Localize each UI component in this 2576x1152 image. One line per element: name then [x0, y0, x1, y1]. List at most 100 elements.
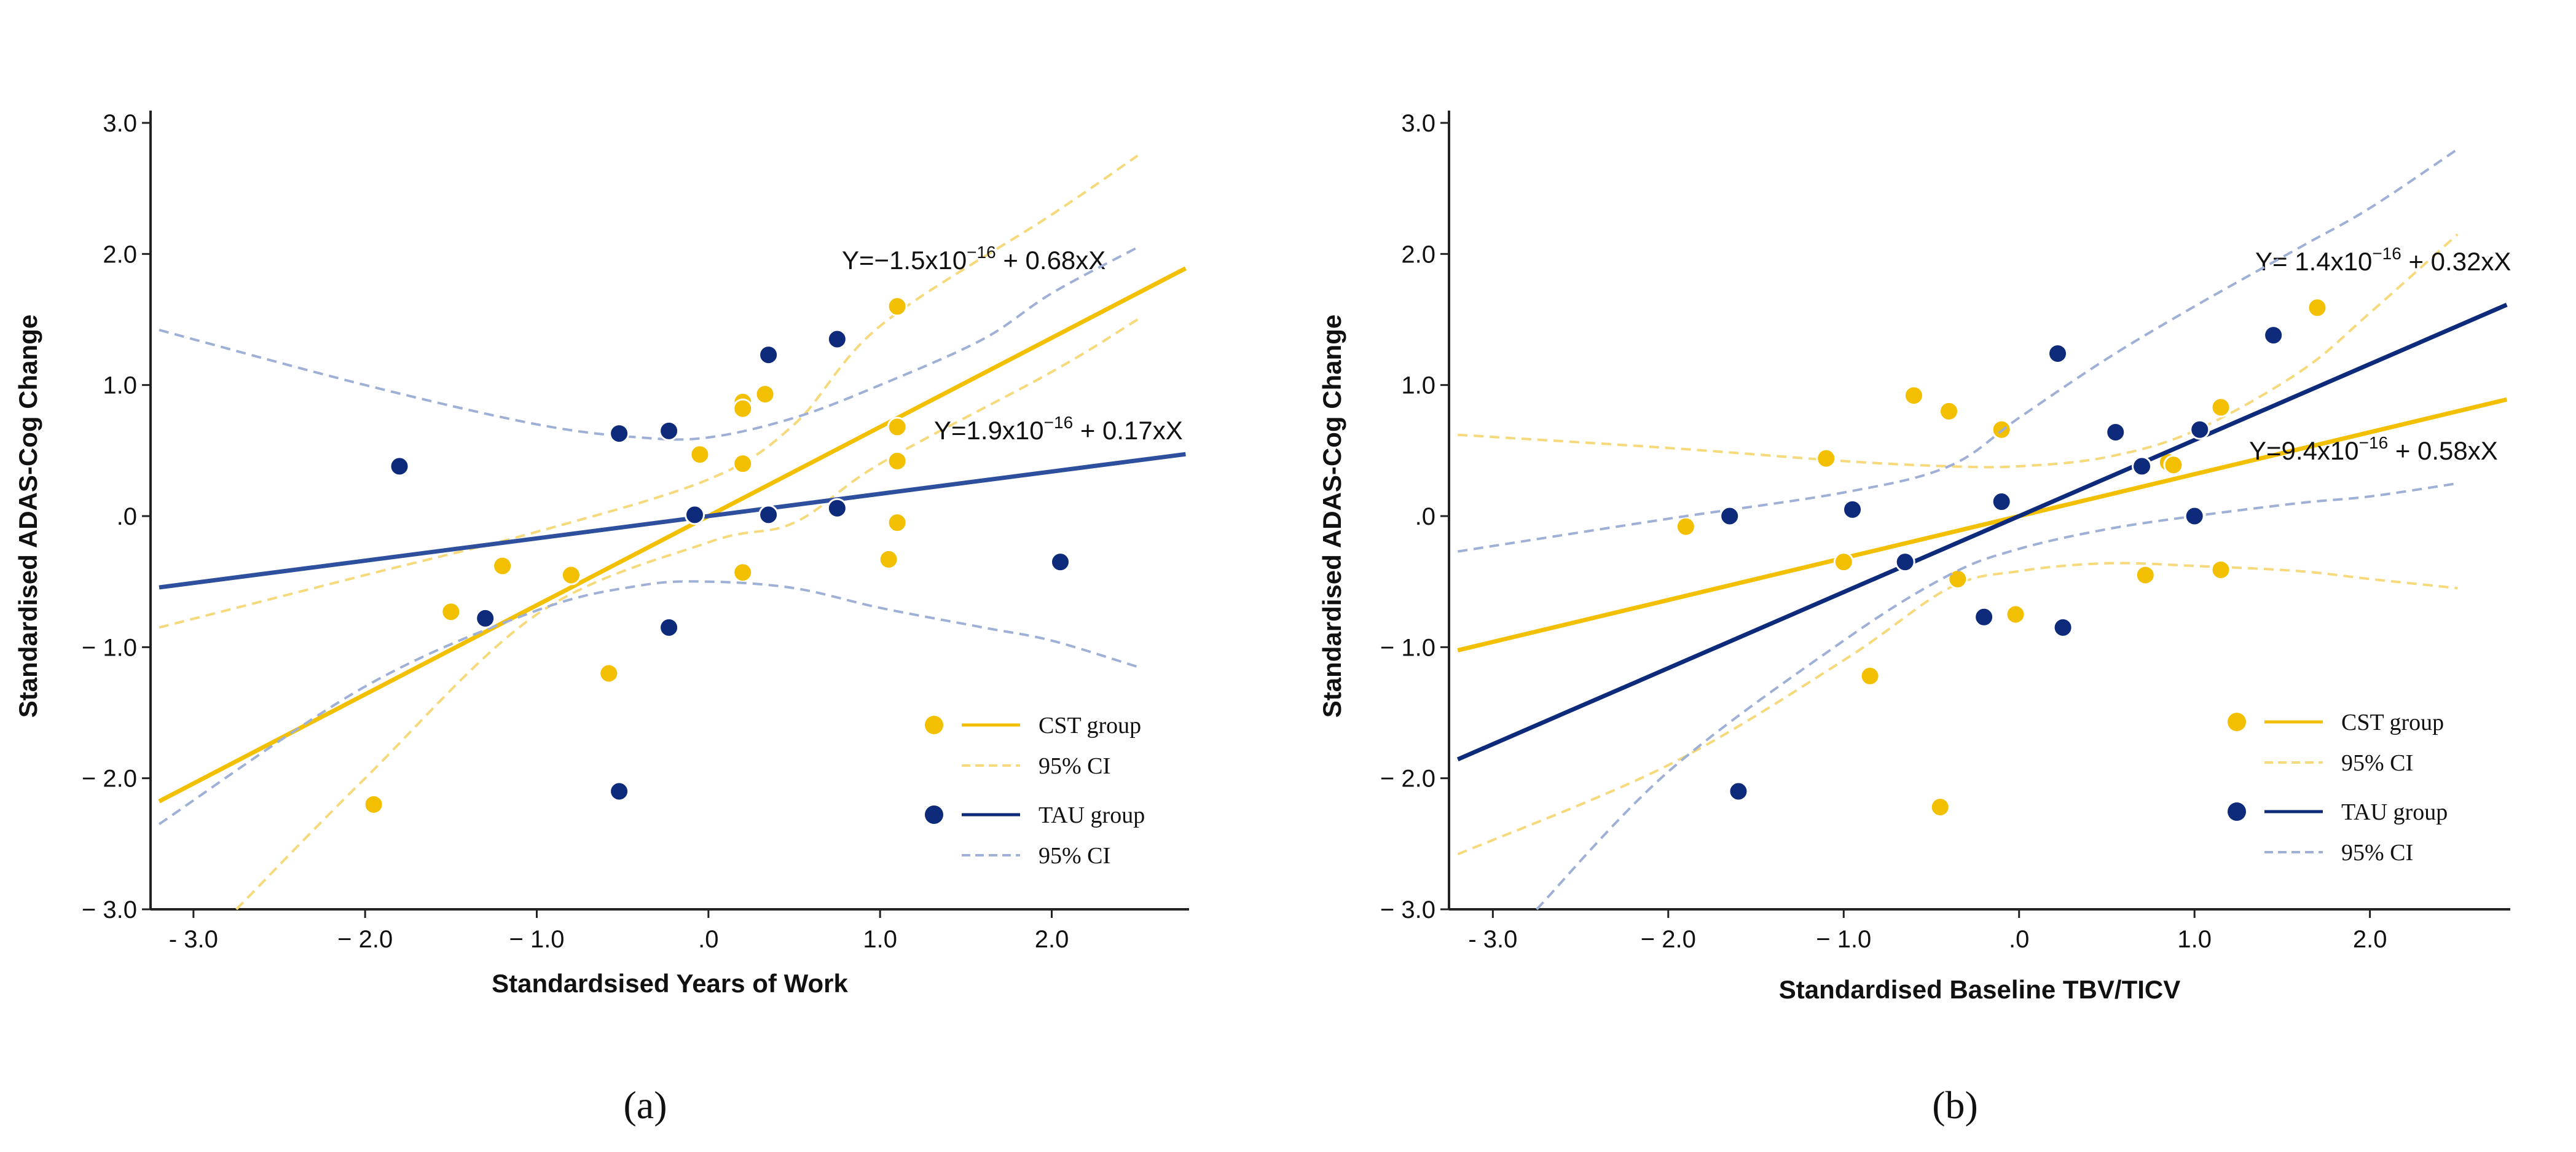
data-point: [1974, 606, 1995, 627]
legend-label: 95% CI: [1039, 843, 1110, 869]
legend-label: TAU group: [1039, 802, 1145, 828]
y-tick-label: .0: [1415, 503, 1435, 530]
data-point: [827, 329, 847, 350]
data-point: [1719, 506, 1740, 527]
data-point: [2005, 604, 2026, 625]
ci-upper-curve: [159, 246, 1139, 441]
x-tick-label: − 1.0: [509, 926, 564, 953]
data-point: [878, 549, 899, 570]
equation-intercept: Y=−1.5x10: [842, 246, 967, 275]
ci-upper-curve: [1457, 148, 2459, 553]
panel-label: (a): [623, 1083, 667, 1127]
y-tick-label: 3.0: [103, 110, 137, 137]
data-point: [1833, 552, 1854, 573]
legend-marker: [925, 805, 943, 824]
y-axis-label: Standardised ADAS-Cog Change: [1317, 315, 1346, 718]
data-point: [2052, 617, 2073, 638]
data-point: [2210, 559, 2231, 580]
data-point: [1728, 781, 1749, 802]
y-tick-label: 1.0: [1401, 372, 1435, 399]
ci-lower-curve: [1536, 482, 2458, 911]
data-point: [560, 565, 581, 586]
data-point: [363, 794, 384, 815]
regression-line: [1456, 302, 2508, 762]
y-tick-label: − 2.0: [82, 766, 137, 793]
y-tick-label: 1.0: [103, 372, 137, 399]
legend-label: 95% CI: [2341, 840, 2413, 866]
data-point: [1991, 492, 2012, 512]
legend-label: 95% CI: [2341, 750, 2413, 776]
data-point: [2135, 565, 2156, 586]
legend-marker: [925, 716, 943, 734]
regression-line: [158, 266, 1187, 804]
data-point: [2132, 456, 2153, 477]
data-point: [441, 601, 461, 622]
series-cst: Y=−1.5x10−16 + 0.68xX: [158, 154, 1187, 911]
equation-slope: + 0.68xX: [996, 246, 1106, 275]
equation-intercept: Y=1.9x10: [934, 416, 1044, 445]
legend-marker: [2228, 802, 2246, 821]
y-axis-label: Standardised ADAS-Cog Change: [14, 315, 42, 718]
x-axis-label: Standardsised Years of Work: [492, 969, 848, 998]
data-point: [887, 512, 908, 533]
regression-equation: Y=−1.5x10−16 + 0.68xX: [842, 243, 1105, 275]
legend-label: 95% CI: [1039, 753, 1110, 779]
x-tick-label: .0: [2009, 926, 2029, 953]
data-point: [1842, 499, 1863, 520]
data-point: [827, 498, 847, 519]
data-point: [1816, 448, 1837, 469]
series-tau: Y=9.4x10−16 + 0.58xX: [1456, 148, 2508, 911]
series-cst: Y= 1.4x10−16 + 0.32xX: [1457, 233, 2511, 856]
data-point: [2307, 297, 2328, 318]
equation-intercept: Y=9.4x10: [2249, 436, 2359, 465]
data-point: [758, 345, 779, 366]
data-point: [887, 450, 908, 471]
equation-slope: + 0.17xX: [1073, 416, 1183, 445]
data-point: [2105, 421, 2126, 442]
legend: CST group 95% CI TAU group 95% CI: [2228, 710, 2448, 866]
legend-marker: [2228, 713, 2246, 731]
equation-slope: + 0.32xX: [2401, 247, 2511, 276]
x-tick-label: 1.0: [2177, 926, 2212, 953]
data-point: [1930, 797, 1950, 818]
data-point: [1050, 552, 1070, 573]
data-point: [1895, 552, 1915, 573]
panel-a: 3.0 2.0 1.0 .0 − 1.0 − 2.0 − 3.0 - 3.0 − 2.0 − 1.…: [14, 110, 1189, 1127]
y-tick-label: − 1.0: [1380, 634, 1435, 661]
data-point: [492, 555, 513, 576]
data-point: [2163, 455, 2184, 476]
equation-exponent: −16: [967, 243, 996, 262]
equation-exponent: −16: [2372, 244, 2401, 263]
data-point: [389, 456, 410, 477]
data-point: [1675, 516, 1696, 537]
equation-exponent: −16: [2359, 433, 2389, 452]
y-tick-label: 2.0: [103, 241, 137, 268]
equation-exponent: −16: [1044, 413, 1074, 432]
x-tick-label: − 2.0: [337, 926, 393, 953]
data-point: [755, 384, 776, 405]
data-point: [1939, 401, 1960, 421]
y-tick-label: .0: [117, 503, 137, 530]
data-point: [2210, 397, 2231, 418]
data-point: [732, 453, 753, 474]
equation-slope: + 0.58xX: [2388, 436, 2498, 465]
data-point: [685, 504, 705, 525]
x-axis-label: Standardised Baseline TBV/TICV: [1779, 975, 2181, 1004]
panel-b: 3.0 2.0 1.0 .0 − 1.0 − 2.0 − 3.0 - 3.0 − 2.0 − 1.…: [1317, 110, 2511, 1127]
x-tick-label: - 3.0: [1468, 926, 1517, 953]
regression-line: [159, 452, 1186, 590]
data-point: [2263, 325, 2284, 346]
y-tick-label: 3.0: [1401, 110, 1435, 137]
data-point: [887, 296, 908, 317]
series-tau: Y=1.9x10−16 + 0.17xX: [158, 246, 1186, 825]
regression-equation: Y= 1.4x10−16 + 0.32xX: [2255, 244, 2511, 276]
data-point: [1903, 385, 1924, 406]
legend: CST group 95% CI TAU group 95% CI: [925, 713, 1145, 869]
x-tick-label: 1.0: [863, 926, 897, 953]
data-point: [609, 423, 630, 444]
x-tick-label: 2.0: [2353, 926, 2387, 953]
data-point: [732, 398, 753, 419]
panel-label: (b): [1932, 1083, 1978, 1127]
data-point: [689, 444, 710, 465]
